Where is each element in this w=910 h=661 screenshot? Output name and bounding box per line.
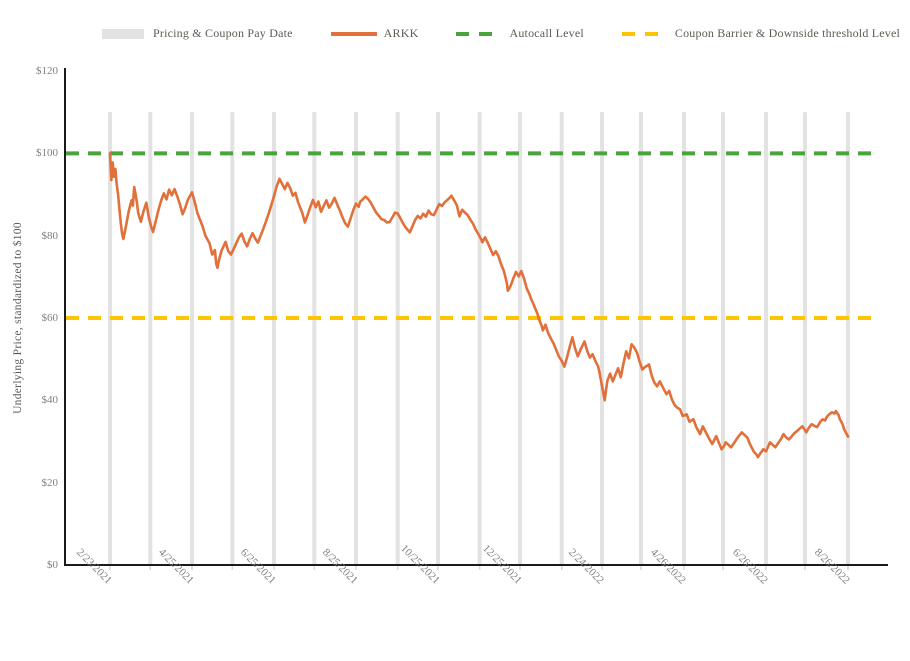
y-tick-label: $60 xyxy=(41,312,59,324)
legend-swatch-dash xyxy=(621,31,668,36)
arkk-series-line xyxy=(108,152,850,459)
legend-item-autocall-level: Autocall Level xyxy=(456,26,584,41)
pay-date-bar xyxy=(108,112,112,566)
pay-date-bar xyxy=(436,112,440,566)
pay-date-bar xyxy=(230,112,235,566)
y-tick-label: $100 xyxy=(36,147,58,160)
legend-swatch-line xyxy=(330,31,377,36)
legend-label: Pricing & Coupon Pay Date xyxy=(153,26,293,40)
legend-item-coupon-barrier-downside-threshold-level: Coupon Barrier & Downside threshold Leve… xyxy=(621,26,901,41)
pay-date-bar xyxy=(148,112,153,566)
legend-label: Coupon Barrier & Downside threshold Leve… xyxy=(674,26,901,40)
pay-date-bar xyxy=(559,112,564,566)
y-tick-label: $80 xyxy=(41,229,59,242)
legend-label: ARKK xyxy=(383,26,419,40)
pay-date-bar xyxy=(600,112,604,566)
pay-date-bar xyxy=(395,112,400,566)
pay-date-bar xyxy=(802,112,807,566)
y-tick-label: $0 xyxy=(47,559,58,571)
pay-date-bar xyxy=(312,112,317,566)
y-tick-label: $120 xyxy=(36,65,58,77)
pay-date-bar xyxy=(190,112,194,566)
pay-date-bar xyxy=(638,112,643,566)
legend-item-arkk: ARKK xyxy=(330,26,419,41)
legend-swatch-box xyxy=(102,28,144,39)
pay-date-bar xyxy=(354,112,358,566)
legend-item-pricing-coupon-pay-date: Pricing & Coupon Pay Date xyxy=(100,26,293,41)
pay-date-bar xyxy=(720,112,725,566)
pay-date-bar xyxy=(272,112,276,566)
pay-date-bar xyxy=(477,112,482,566)
chart-legend: Pricing & Coupon Pay Date ARKK Autocall Le… xyxy=(100,26,900,41)
pay-date-bar xyxy=(518,112,522,566)
legend-swatch-dash xyxy=(456,31,503,36)
y-tick-label: $40 xyxy=(41,394,59,407)
pay-date-bar xyxy=(682,112,686,566)
y-tick-label: $20 xyxy=(41,476,59,489)
pay-date-bar xyxy=(846,112,850,566)
legend-label: Autocall Level xyxy=(509,26,584,40)
pay-date-bar xyxy=(764,112,768,566)
